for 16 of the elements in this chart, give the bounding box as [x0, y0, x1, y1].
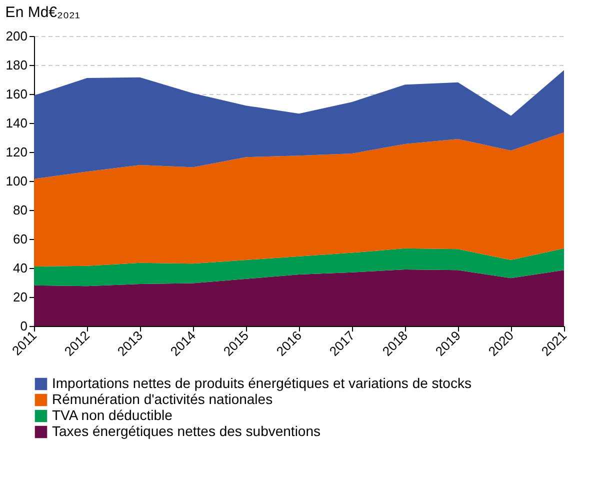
y-tick-label: 120: [6, 144, 28, 160]
y-tick-label: 180: [6, 58, 28, 72]
y-tick-label: 20: [13, 290, 28, 304]
legend-label: Importations nettes de produits énergétiques et variations de stocks: [52, 375, 472, 391]
y-tick-label: 140: [6, 116, 28, 130]
legend-label: TVA non déductible: [52, 407, 173, 423]
y-tick-label: 40: [13, 260, 28, 276]
y-tick-label: 0: [20, 318, 28, 334]
y-tick-label: 100: [6, 174, 28, 188]
y-tick-label: 80: [13, 202, 28, 218]
y-tick-label: 200: [6, 28, 28, 44]
y-tick-label: 160: [6, 86, 28, 102]
legend-label: Rémunération d'activités nationales: [52, 391, 273, 407]
y-tick-label: 60: [13, 232, 28, 246]
chart-subtitle: En Md€₂₀₂₁: [5, 4, 80, 21]
legend-label: Taxes énergétiques nettes des subventions: [52, 423, 321, 439]
